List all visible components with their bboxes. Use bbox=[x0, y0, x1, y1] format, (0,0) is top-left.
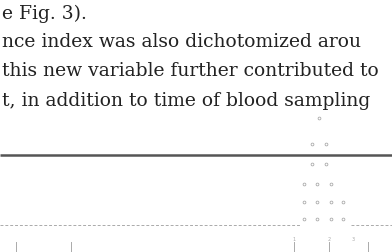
Text: 1: 1 bbox=[292, 237, 296, 242]
Text: e Fig. 3).: e Fig. 3). bbox=[2, 5, 87, 23]
Text: this new variable further contributed to: this new variable further contributed to bbox=[2, 62, 379, 80]
Text: 3: 3 bbox=[351, 237, 354, 242]
Text: nce index was also dichotomized arou: nce index was also dichotomized arou bbox=[2, 33, 361, 51]
Text: 2: 2 bbox=[328, 237, 331, 242]
Text: t, in addition to time of blood sampling: t, in addition to time of blood sampling bbox=[2, 92, 370, 110]
